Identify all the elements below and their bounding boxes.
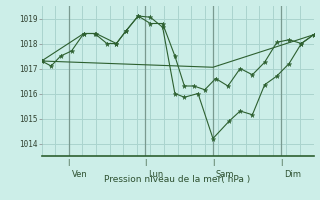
Text: Ven: Ven	[72, 170, 87, 179]
Text: Dim: Dim	[284, 170, 301, 179]
Text: |: |	[144, 159, 146, 166]
Text: |: |	[68, 159, 70, 166]
Text: Lun: Lun	[148, 170, 163, 179]
Text: |: |	[212, 159, 214, 166]
Text: Sam: Sam	[216, 170, 234, 179]
Text: |: |	[280, 159, 282, 166]
X-axis label: Pression niveau de la mer( hPa ): Pression niveau de la mer( hPa )	[104, 175, 251, 184]
